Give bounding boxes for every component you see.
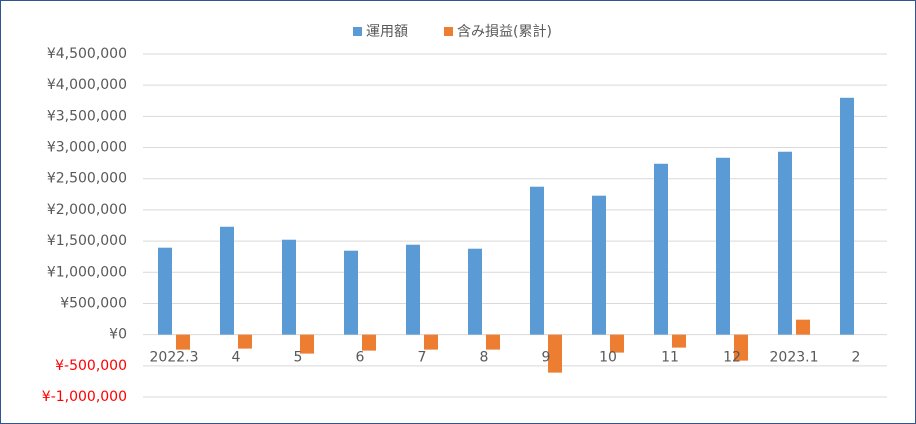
bar	[530, 186, 544, 335]
bar	[610, 334, 624, 353]
legend-label: 運用額	[366, 24, 408, 40]
x-tick-label: 4	[232, 350, 241, 366]
y-tick-label: ¥2,500,000	[47, 171, 127, 187]
x-tick-label: 9	[542, 350, 551, 366]
bar	[282, 239, 296, 335]
bar	[778, 151, 792, 335]
bar	[592, 195, 606, 335]
bar	[424, 334, 438, 350]
y-tick-label: ¥-500,000	[55, 358, 127, 374]
y-tick-label: ¥1,000,000	[47, 264, 127, 280]
legend-swatch	[353, 27, 362, 36]
x-tick-label: 12	[723, 350, 741, 366]
legend-label: 含み損益(累計)	[457, 24, 552, 40]
bar	[176, 334, 190, 350]
x-tick-label: 2022.3	[150, 350, 199, 366]
bar	[468, 248, 482, 335]
y-tick-label: ¥3,000,000	[47, 140, 127, 156]
y-tick-label: ¥4,500,000	[47, 46, 127, 62]
x-tick-label: 6	[356, 350, 365, 366]
bar	[220, 226, 234, 335]
y-tick-label: ¥1,500,000	[47, 233, 127, 249]
y-tick-label: ¥3,500,000	[47, 108, 127, 124]
bar	[486, 334, 500, 350]
x-tick-label: 8	[480, 350, 489, 366]
bar	[362, 334, 376, 351]
bar	[654, 163, 668, 335]
bar	[796, 319, 810, 335]
legend-swatch	[444, 27, 453, 36]
bar	[238, 334, 252, 349]
bar	[344, 250, 358, 335]
x-tick-label: 11	[661, 350, 679, 366]
y-tick-label: ¥2,000,000	[47, 202, 127, 218]
bar	[406, 244, 420, 335]
y-tick-label: ¥4,000,000	[47, 77, 127, 93]
y-tick-label: ¥0	[109, 327, 127, 343]
x-tick-label: 5	[294, 350, 303, 366]
bar	[840, 97, 854, 335]
y-tick-label: ¥-1,000,000	[42, 389, 127, 405]
bar	[734, 334, 748, 361]
bar	[672, 334, 686, 348]
bar	[300, 334, 314, 354]
x-tick-label: 7	[418, 350, 427, 366]
y-tick-label: ¥500,000	[60, 295, 127, 311]
x-tick-label: 10	[599, 350, 617, 366]
x-tick-label: 2023.1	[770, 350, 819, 366]
bar	[158, 247, 172, 335]
bar	[716, 157, 730, 335]
bar	[548, 334, 562, 373]
x-tick-label: 2	[852, 350, 861, 366]
